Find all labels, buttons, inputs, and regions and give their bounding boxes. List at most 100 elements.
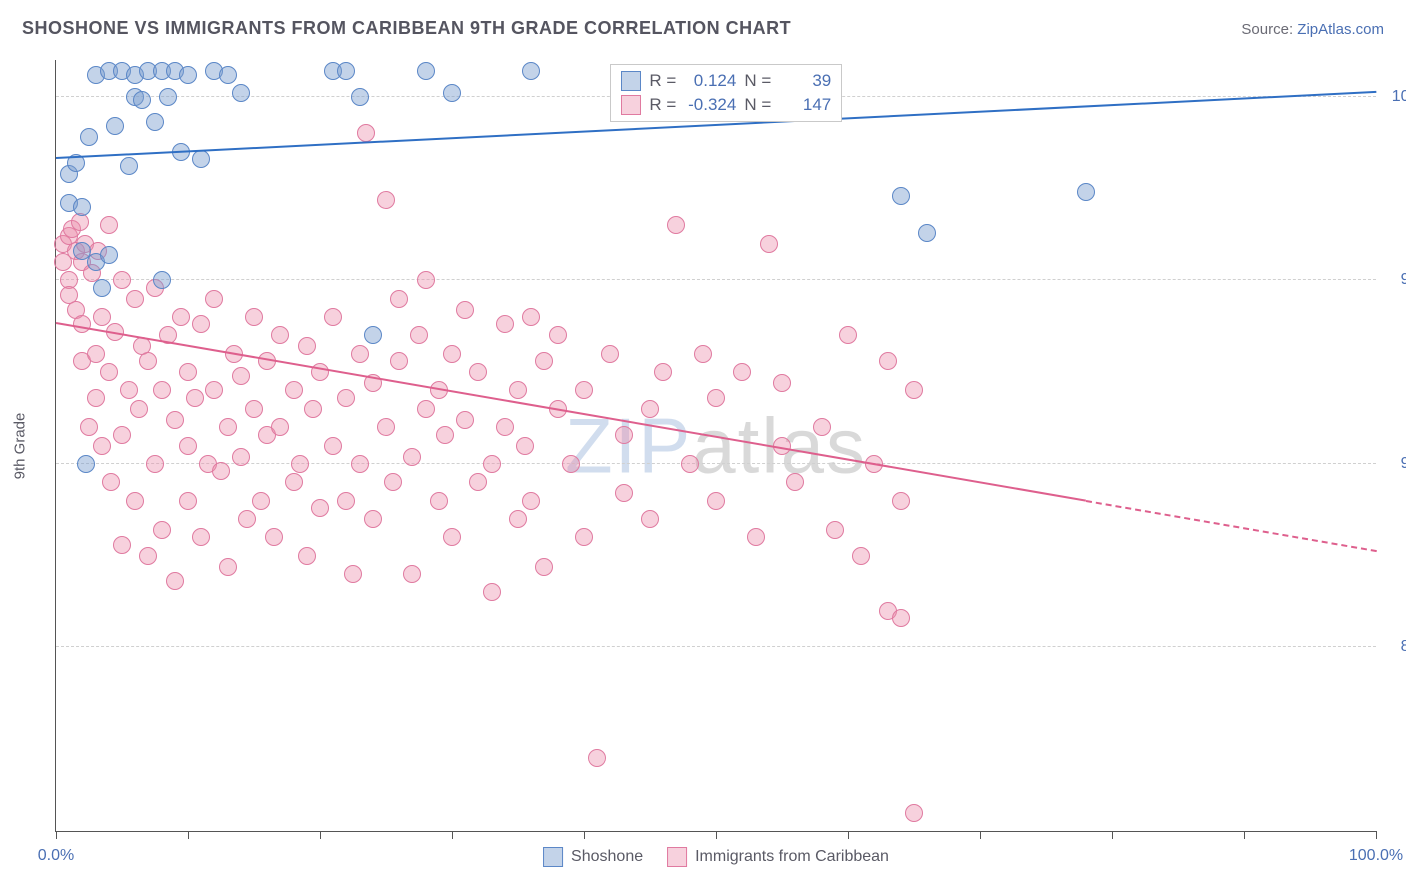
- data-point: [179, 363, 197, 381]
- watermark: ZIPatlas: [565, 400, 867, 491]
- x-tick-label: 100.0%: [1349, 847, 1403, 865]
- data-point: [298, 337, 316, 355]
- data-point: [106, 117, 124, 135]
- data-point: [496, 315, 514, 333]
- data-point: [892, 492, 910, 510]
- data-point: [133, 91, 151, 109]
- data-point: [265, 528, 283, 546]
- x-tick: [848, 831, 849, 839]
- data-point: [126, 492, 144, 510]
- data-point: [562, 455, 580, 473]
- data-point: [707, 492, 725, 510]
- x-tick-label: 0.0%: [38, 847, 74, 865]
- legend-swatch-icon: [621, 95, 641, 115]
- x-tick: [716, 831, 717, 839]
- data-point: [667, 216, 685, 234]
- data-point: [192, 315, 210, 333]
- data-point: [364, 510, 382, 528]
- legend-row: R =-0.324N =147: [621, 93, 831, 117]
- data-point: [377, 418, 395, 436]
- data-point: [271, 326, 289, 344]
- data-point: [641, 400, 659, 418]
- data-point: [192, 150, 210, 168]
- data-point: [390, 290, 408, 308]
- data-point: [166, 411, 184, 429]
- data-point: [120, 157, 138, 175]
- legend-swatch-icon: [621, 71, 641, 91]
- data-point: [80, 418, 98, 436]
- data-point: [80, 128, 98, 146]
- data-point: [100, 246, 118, 264]
- data-point: [403, 448, 421, 466]
- data-point: [159, 88, 177, 106]
- data-point: [291, 455, 309, 473]
- data-point: [786, 473, 804, 491]
- data-point: [146, 455, 164, 473]
- data-point: [179, 492, 197, 510]
- data-point: [73, 315, 91, 333]
- data-point: [377, 191, 395, 209]
- data-point: [852, 547, 870, 565]
- data-point: [615, 426, 633, 444]
- n-value: 147: [779, 95, 831, 115]
- data-point: [436, 426, 454, 444]
- data-point: [232, 367, 250, 385]
- data-point: [179, 437, 197, 455]
- x-tick: [1244, 831, 1245, 839]
- data-point: [126, 290, 144, 308]
- trend-line: [56, 322, 1086, 502]
- data-point: [146, 113, 164, 131]
- legend-item: Shoshone: [543, 847, 643, 867]
- legend-label: Shoshone: [571, 848, 643, 866]
- data-point: [285, 381, 303, 399]
- data-point: [304, 400, 322, 418]
- data-point: [93, 279, 111, 297]
- data-point: [509, 510, 527, 528]
- x-tick: [1112, 831, 1113, 839]
- source-link[interactable]: ZipAtlas.com: [1297, 21, 1384, 38]
- data-point: [601, 345, 619, 363]
- data-point: [694, 345, 712, 363]
- n-value: 39: [779, 71, 831, 91]
- data-point: [351, 88, 369, 106]
- data-point: [324, 308, 342, 326]
- data-point: [351, 345, 369, 363]
- data-point: [443, 84, 461, 102]
- data-point: [93, 308, 111, 326]
- data-point: [205, 290, 223, 308]
- data-point: [456, 411, 474, 429]
- data-point: [179, 66, 197, 84]
- data-point: [245, 400, 263, 418]
- series-legend: Shoshone Immigrants from Caribbean: [543, 847, 889, 867]
- data-point: [311, 499, 329, 517]
- x-tick: [56, 831, 57, 839]
- data-point: [113, 426, 131, 444]
- data-point: [232, 84, 250, 102]
- data-point: [87, 345, 105, 363]
- x-tick: [188, 831, 189, 839]
- plot-area: ZIPatlas 100.0%95.0%90.0%85.0%0.0%100.0%…: [55, 60, 1376, 832]
- legend-row: R =0.124N =39: [621, 69, 831, 93]
- data-point: [192, 528, 210, 546]
- data-point: [443, 345, 461, 363]
- data-point: [73, 198, 91, 216]
- y-tick-label: 100.0%: [1386, 88, 1406, 106]
- data-point: [813, 418, 831, 436]
- data-point: [100, 363, 118, 381]
- data-point: [522, 492, 540, 510]
- data-point: [252, 492, 270, 510]
- data-point: [351, 455, 369, 473]
- data-point: [483, 583, 501, 601]
- data-point: [469, 363, 487, 381]
- data-point: [918, 224, 936, 242]
- data-point: [87, 389, 105, 407]
- data-point: [417, 62, 435, 80]
- data-point: [93, 437, 111, 455]
- x-tick: [1376, 831, 1377, 839]
- data-point: [120, 381, 138, 399]
- data-point: [357, 124, 375, 142]
- data-point: [654, 363, 672, 381]
- gridline: [56, 646, 1376, 647]
- legend-item: Immigrants from Caribbean: [667, 847, 889, 867]
- data-point: [615, 484, 633, 502]
